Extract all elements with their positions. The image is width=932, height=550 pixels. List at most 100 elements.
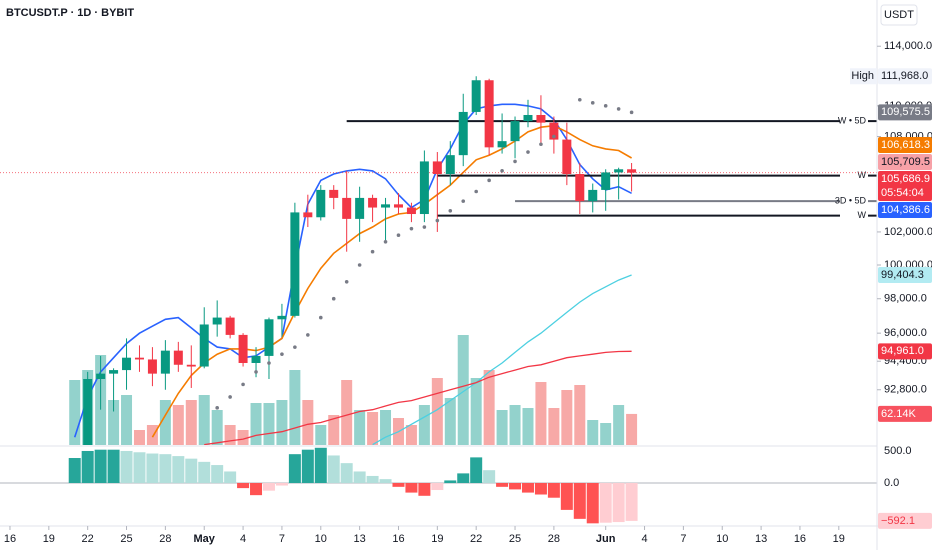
- candle-body: [562, 139, 572, 175]
- sar-dot: [603, 104, 608, 108]
- histogram-bar: [327, 455, 340, 483]
- volume-bar: [146, 425, 158, 445]
- level-label: W: [858, 170, 867, 180]
- price-tag: [878, 343, 932, 360]
- price-tag-countdown: 05:54:04: [881, 187, 924, 199]
- sar-dot: [629, 110, 634, 115]
- histogram-bar: [457, 473, 470, 483]
- x-tick-label: 7: [680, 533, 686, 545]
- price-tag-label: 111,968.0: [881, 70, 928, 82]
- y-tick-label: 114,000.0: [884, 40, 932, 52]
- level-label: W • 5D: [838, 115, 867, 125]
- currency-label[interactable]: USDT: [884, 9, 914, 21]
- sar-dot: [526, 150, 530, 154]
- sar-dot: [448, 208, 453, 213]
- x-tick-label: 16: [794, 533, 806, 545]
- candle-body: [627, 169, 637, 173]
- candle-body: [484, 80, 494, 148]
- sar-dot: [474, 189, 478, 194]
- histogram-bar: [496, 482, 509, 487]
- histogram-bar: [366, 475, 379, 483]
- histogram-bar: [172, 456, 185, 483]
- volume-bar: [509, 405, 521, 445]
- volume-tag-label: 62.14K: [881, 408, 917, 420]
- volume-bar: [561, 390, 573, 445]
- volume-bar: [159, 400, 171, 445]
- volume-bar: [548, 408, 560, 445]
- candle-body: [290, 212, 300, 316]
- volume-bar: [535, 382, 547, 445]
- candle-body: [406, 207, 416, 215]
- histogram-bar: [483, 470, 496, 483]
- x-tick-label: 16: [392, 533, 404, 545]
- sar-dot: [370, 249, 375, 254]
- sar-dot: [267, 361, 271, 365]
- volume-tag: [878, 405, 932, 422]
- candle-body: [601, 172, 611, 190]
- volume-bar: [496, 410, 508, 445]
- x-tick-label: 25: [120, 533, 132, 545]
- volume-bar: [444, 398, 456, 445]
- sar-dot: [293, 345, 297, 349]
- candle-body: [588, 189, 598, 202]
- x-tick-label: 22: [82, 533, 94, 545]
- histogram-bar: [107, 449, 120, 483]
- histogram-bar: [573, 482, 586, 519]
- price-tag-label: 94,961.0: [881, 345, 924, 357]
- volume-bar: [224, 425, 236, 445]
- price-tag: [878, 171, 932, 202]
- sar-dot: [254, 370, 258, 374]
- volume-bar: [211, 410, 223, 445]
- level-label: W: [858, 210, 867, 220]
- volume-bar: [470, 378, 482, 445]
- histogram-bar: [470, 457, 483, 483]
- sar-dot: [344, 279, 349, 284]
- histogram-bar: [314, 447, 327, 483]
- candle-body: [83, 378, 93, 445]
- y-tick-label: 102,000.0: [884, 226, 932, 238]
- currency-box[interactable]: [880, 4, 918, 26]
- sar-dot: [228, 395, 232, 399]
- price-pane: W • 5D W 3D • 5D W: [0, 76, 877, 445]
- volume-bar: [198, 395, 210, 445]
- histogram-bar: [625, 482, 638, 521]
- volume-bar: [69, 380, 81, 445]
- histogram-bar: [534, 482, 547, 495]
- sar-dot: [590, 101, 595, 105]
- candle-body: [147, 359, 157, 374]
- volume-bar: [289, 370, 301, 445]
- histogram-pane: [0, 447, 877, 524]
- sar-dot: [422, 225, 427, 229]
- x-tick-label: 10: [716, 533, 728, 545]
- x-tick-label: 22: [470, 533, 482, 545]
- indicator-line: [372, 274, 632, 445]
- candle-body: [342, 197, 352, 219]
- candle-body: [251, 355, 261, 363]
- price-tag: [878, 68, 932, 85]
- histogram-bar: [444, 480, 457, 483]
- sar-dot: [215, 406, 219, 410]
- indicator-line: [73, 103, 632, 438]
- x-tick-label: May: [194, 533, 216, 545]
- price-tag-label: 105,686.9: [881, 173, 930, 185]
- histogram-bar: [405, 482, 418, 493]
- histogram-bar: [521, 482, 534, 493]
- volume-bar: [185, 400, 197, 445]
- histogram-bar: [275, 482, 288, 486]
- price-tag-label: 104,386.6: [881, 204, 930, 216]
- candle-body: [523, 114, 533, 122]
- candle-body: [160, 350, 170, 374]
- candle-body: [199, 324, 209, 367]
- price-tag-caption: High: [851, 70, 874, 82]
- candle-body: [575, 174, 585, 202]
- histogram-bar: [353, 471, 366, 483]
- candle-body: [368, 197, 378, 208]
- price-tag: [878, 202, 932, 219]
- histogram-bar: [586, 482, 599, 524]
- x-tick-label: 4: [641, 533, 647, 545]
- histogram-bar: [418, 482, 431, 496]
- x-tick-label: 13: [755, 533, 767, 545]
- volume-bar: [302, 400, 314, 445]
- price-tag-label: 99,404.3: [881, 269, 924, 281]
- x-tick-label: 10: [315, 533, 327, 545]
